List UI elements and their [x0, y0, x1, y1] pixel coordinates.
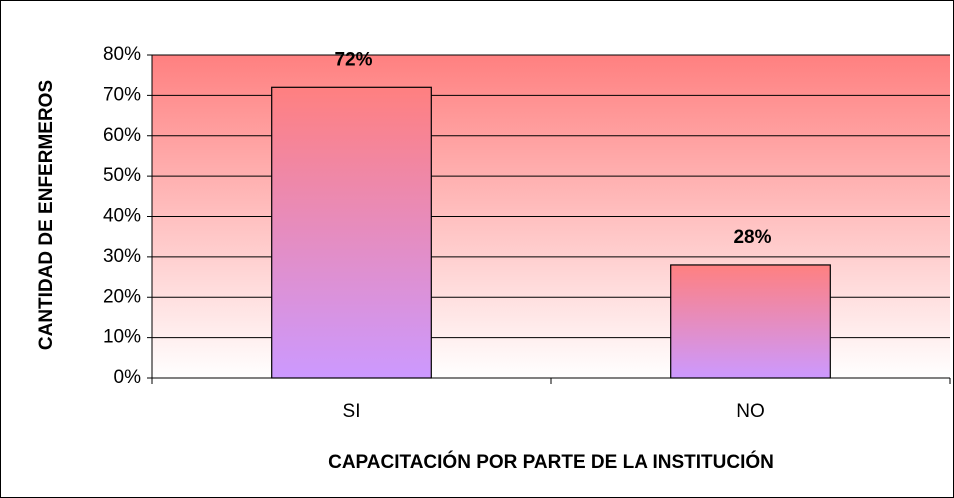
y-tick-label: 10%	[103, 327, 141, 348]
data-label: 72%	[334, 49, 372, 70]
data-label: 28%	[733, 227, 771, 248]
y-tick-label: 30%	[103, 246, 141, 267]
x-tick-label: NO	[736, 401, 765, 422]
bar	[271, 86, 432, 379]
y-axis-title: CANTIDAD DE ENFERMEROS	[36, 80, 57, 350]
y-tick-label: 50%	[103, 165, 141, 186]
bar	[670, 264, 831, 379]
y-tick-label: 0%	[114, 367, 142, 388]
y-tick-label: 80%	[103, 44, 141, 65]
x-axis-title: CAPACITACIÓN POR PARTE DE LA INSTITUCIÓN	[328, 451, 774, 473]
y-tick-label: 40%	[103, 206, 141, 227]
y-tick-label: 20%	[103, 286, 141, 307]
y-tick-label: 70%	[103, 84, 141, 105]
y-tick-label: 60%	[103, 125, 141, 146]
x-tick-label: SI	[343, 401, 361, 422]
